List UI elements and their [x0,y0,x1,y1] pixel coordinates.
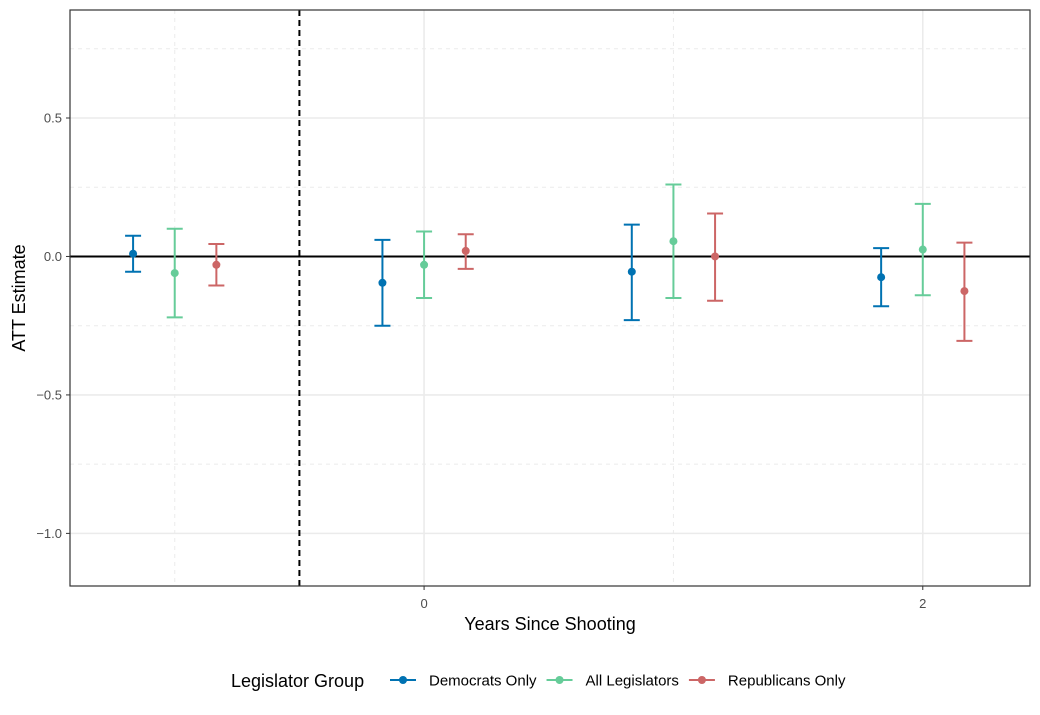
legend-items: Democrats Only All Legislators Republicans… [390,673,846,690]
x-tick-label: 2 [919,596,926,611]
x-tick-label: 0 [420,596,427,611]
series-all-legislators [166,183,931,319]
y-tick-label: 0.0 [44,249,62,264]
y-tick-label: −0.5 [36,387,62,402]
data-point [170,269,179,278]
data-point [212,260,221,269]
plot-marks [125,183,973,342]
legend-label: All Legislators [586,673,679,690]
legend-key-point [399,676,407,684]
panel-background [70,10,1030,586]
legend-key-point [697,676,706,684]
y-tick-label: 0.5 [44,111,62,126]
legend-item: All Legislators [546,673,679,690]
data-point [669,237,678,246]
panel-border [69,9,1031,587]
series-democrats-only [125,223,890,327]
legend-item: Democrats Only [390,673,537,690]
data-point [461,246,470,255]
y-axis: −1.0 −0.5 0.0 0.5 [36,111,70,541]
legend-item: Republicans Only [688,673,846,690]
series-republicans-only [208,212,973,342]
data-point [129,249,138,258]
y-tick-label: −1.0 [36,526,62,541]
y-axis-title: ATT Estimate [9,244,29,351]
data-point [918,245,927,254]
data-point [960,287,969,296]
data-point [378,278,387,287]
x-axis-title: Years Since Shooting [464,614,635,634]
data-point [877,273,886,282]
legend-label: Republicans Only [728,673,846,690]
legend: Legislator Group Democrats Only All Legis… [231,671,846,691]
data-point [420,260,429,269]
legend-label: Democrats Only [429,673,537,690]
data-point [627,267,636,276]
data-point [711,252,720,261]
legend-title: Legislator Group [231,671,364,691]
legend-key-point [555,676,564,684]
